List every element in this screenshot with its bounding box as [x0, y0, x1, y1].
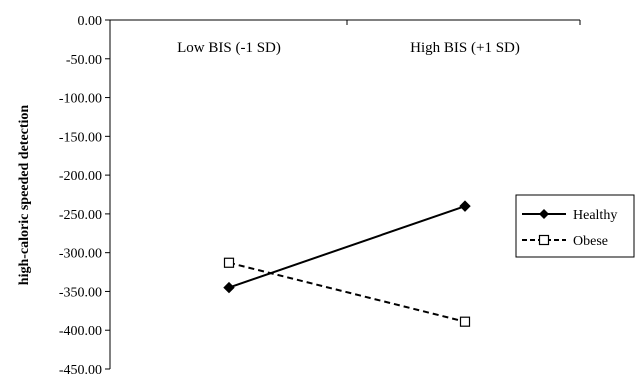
y-tick-label: -250.00 — [59, 208, 102, 223]
legend-marker-obese — [538, 234, 550, 246]
data-point-healthy — [459, 200, 471, 212]
data-point-obese — [459, 316, 471, 327]
y-tick-label: -150.00 — [59, 130, 102, 145]
series-line-healthy — [228, 205, 466, 289]
y-tick-label: -200.00 — [59, 169, 102, 184]
y-tick-label: -450.00 — [59, 363, 102, 378]
series-line-obese — [228, 261, 466, 323]
y-tick-label: 0.00 — [78, 14, 103, 29]
x-category-label: High BIS (+1 SD) — [410, 40, 520, 56]
y-tick-label: -50.00 — [66, 53, 102, 68]
y-tick-label: -100.00 — [59, 92, 102, 107]
y-tick-label: -350.00 — [59, 285, 102, 300]
x-category-label: Low BIS (-1 SD) — [177, 40, 281, 56]
y-tick-label: -300.00 — [59, 247, 102, 262]
data-point-obese — [223, 257, 235, 268]
legend-label-healthy: Healthy — [573, 208, 617, 223]
legend-marker-healthy — [539, 209, 549, 219]
plot-area: 0.00 -50.00 -100.00 -150.00 -200.00 -250.00 -3… — [59, 14, 581, 378]
y-axis-label: high-caloric speeded detection — [17, 105, 32, 286]
data-point-healthy — [223, 281, 235, 294]
legend: Healthy Obese — [515, 194, 635, 258]
legend-label-obese: Obese — [573, 234, 608, 249]
y-tick-label: -400.00 — [59, 324, 102, 339]
legend-box — [515, 194, 635, 258]
